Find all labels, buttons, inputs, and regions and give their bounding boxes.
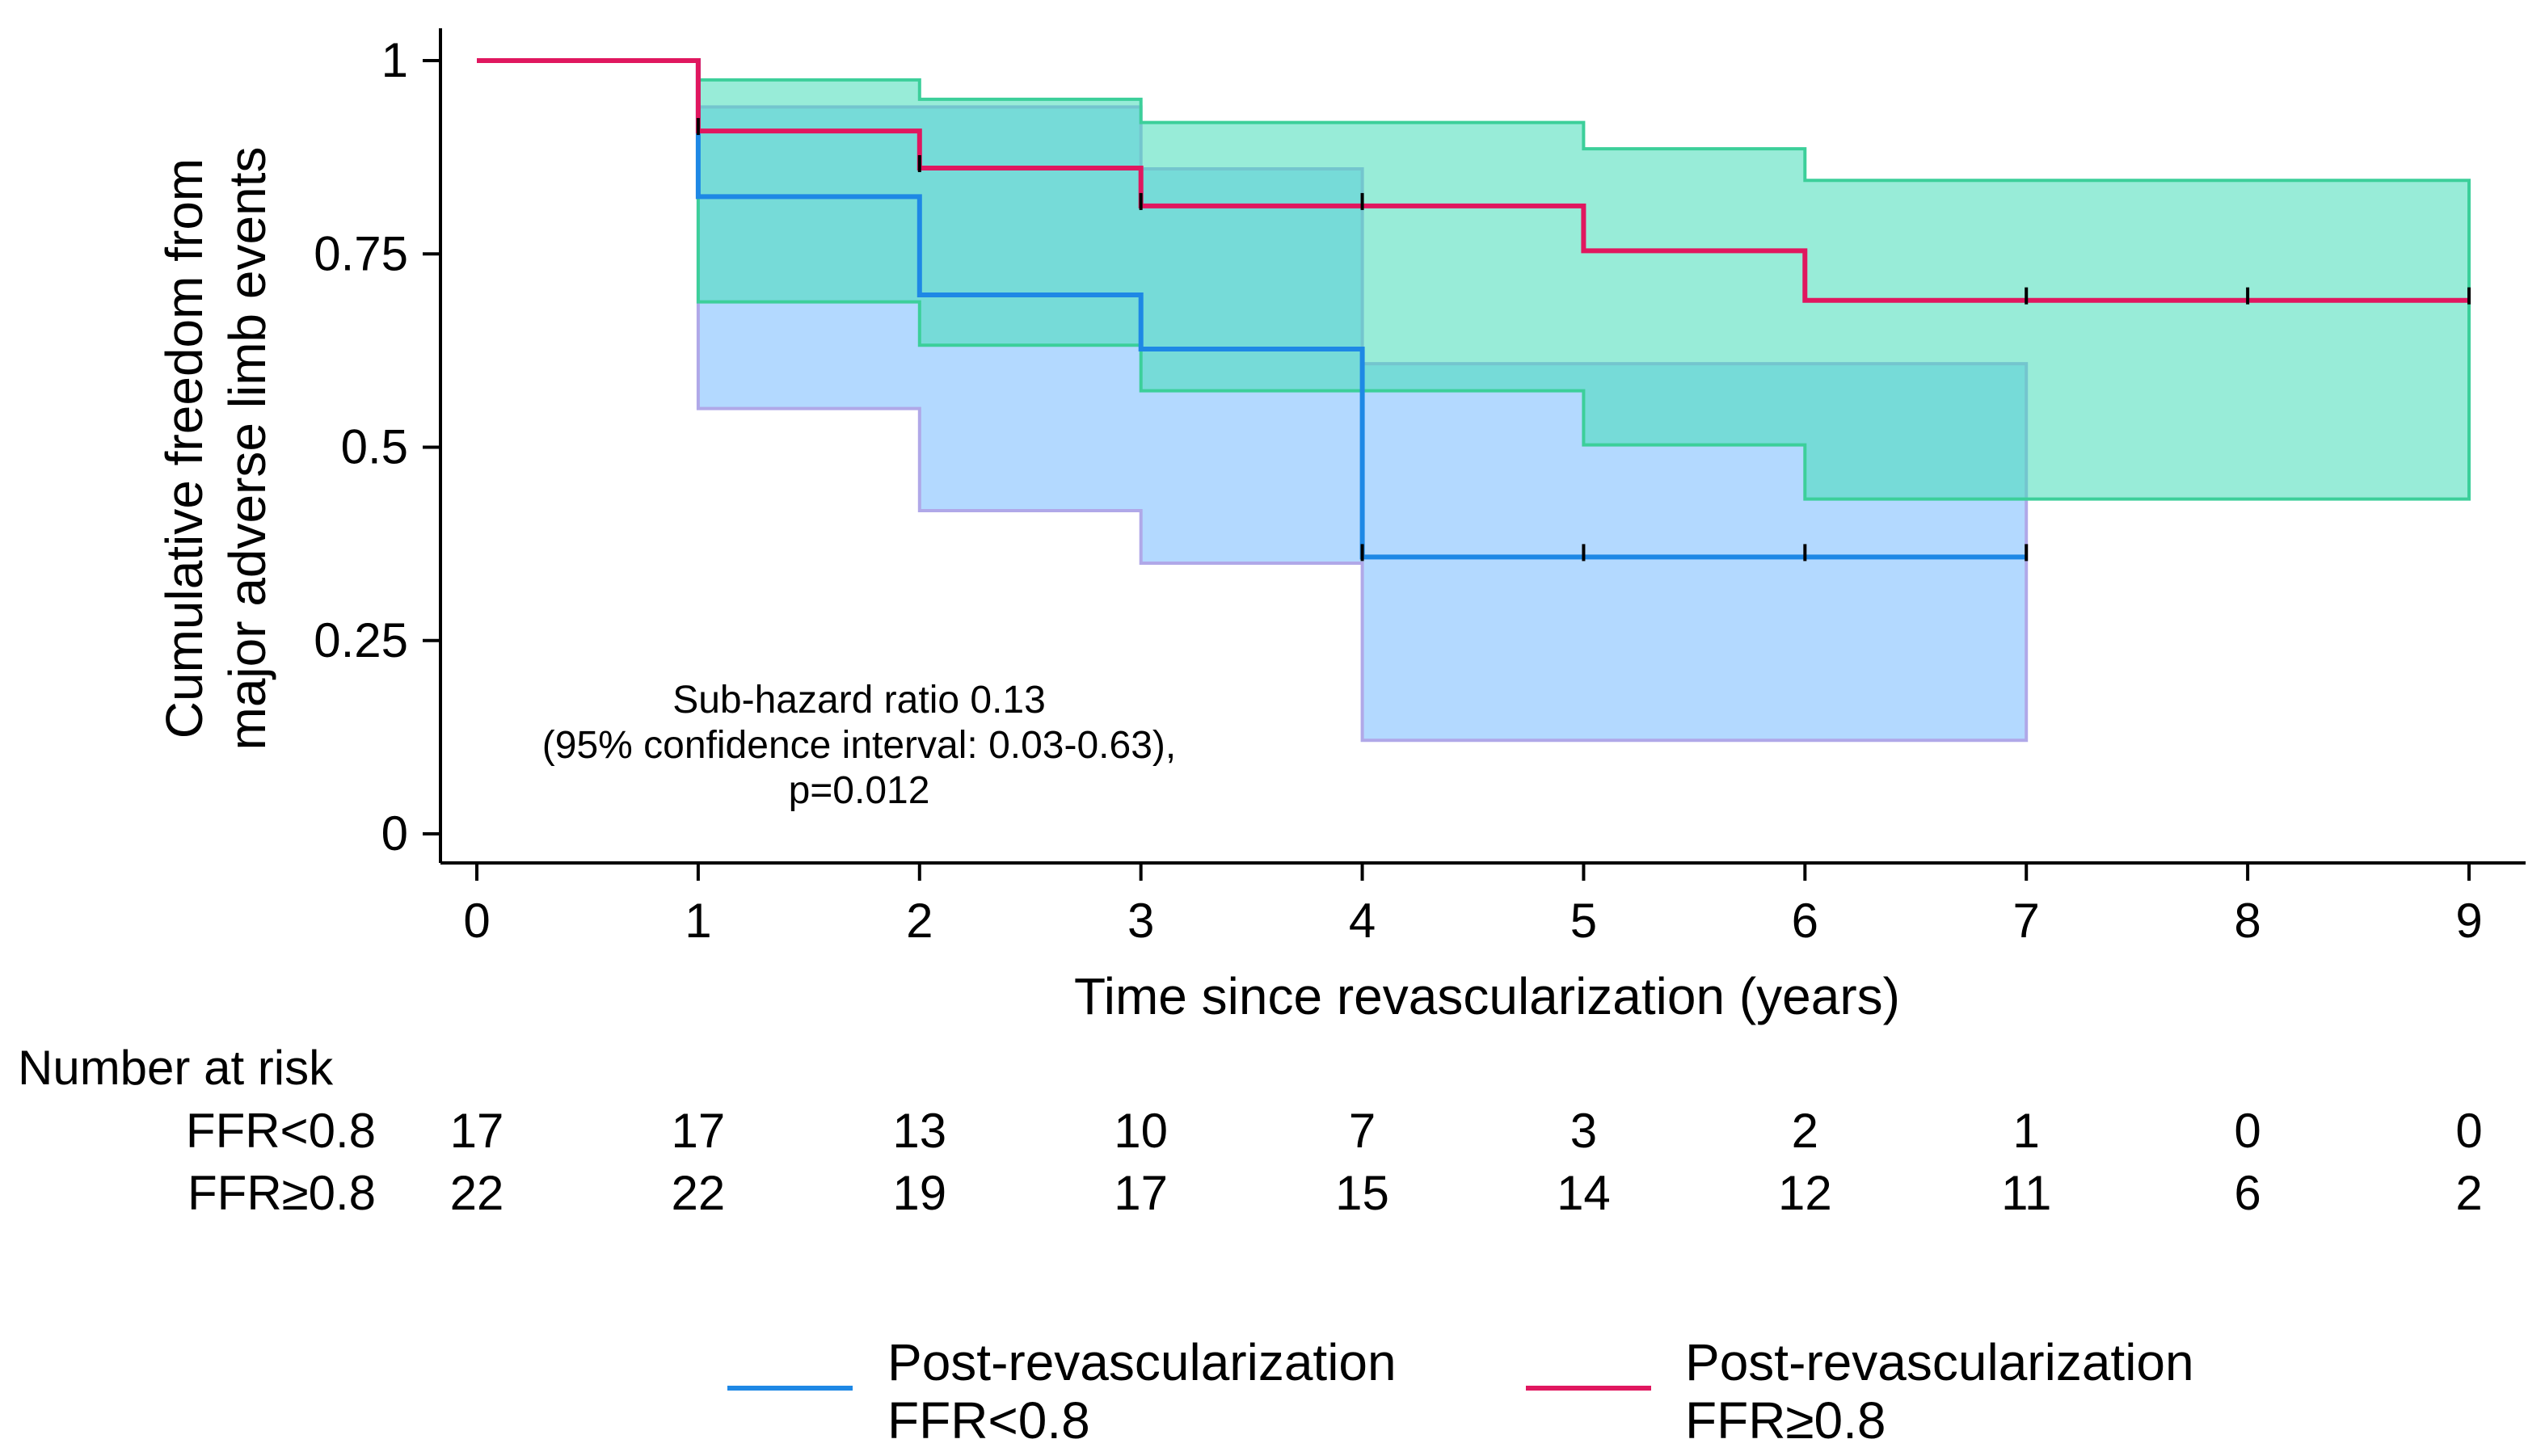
x-tick-label: 0 [463, 894, 490, 948]
risk-value: 17 [672, 1104, 726, 1158]
legend: Post-revascularization FFR<0.8Post-revasc… [727, 1333, 2194, 1450]
x-tick-label: 3 [1127, 894, 1154, 948]
risk-value: 22 [672, 1166, 726, 1220]
x-tick-label: 9 [2455, 894, 2482, 948]
y-axis-title-line: Cumulative freedom from [155, 158, 213, 739]
legend-label-line: FFR≥0.8 [1685, 1391, 1886, 1450]
risk-value: 17 [1114, 1166, 1168, 1220]
legend-label-line: FFR<0.8 [887, 1391, 1090, 1450]
risk-row-label: FFR≥0.8 [188, 1166, 376, 1220]
x-tick-label: 7 [2013, 894, 2040, 948]
risk-value: 7 [1349, 1104, 1376, 1158]
x-axis-title: Time since revascularization (years) [1074, 967, 1900, 1025]
risk-value: 0 [2234, 1104, 2261, 1158]
risk-value: 3 [1570, 1104, 1597, 1158]
risk-value: 2 [2455, 1166, 2482, 1220]
x-tick-label: 4 [1349, 894, 1376, 948]
risk-value: 1 [2013, 1104, 2040, 1158]
risk-value: 2 [1792, 1104, 1818, 1158]
y-tick-label: 0.75 [314, 226, 408, 280]
risk-value: 17 [450, 1104, 504, 1158]
risk-value: 10 [1114, 1104, 1168, 1158]
legend-label-high: Post-revascularization FFR≥0.8 [1685, 1333, 2194, 1450]
annotation-line: p=0.012 [789, 769, 930, 812]
legend-label-line: Post-revascularization [887, 1333, 1397, 1391]
y-axis-title: Cumulative freedom frommajor adverse lim… [155, 147, 276, 751]
risk-table-title: Number at risk [18, 1041, 334, 1095]
x-tick-label: 1 [685, 894, 711, 948]
x-tick-label: 6 [1792, 894, 1818, 948]
risk-value: 14 [1557, 1166, 1611, 1220]
y-tick-label: 0.5 [341, 420, 408, 474]
axes: 0 0.25 0.5 0.75 1 0 1 2 3 4 5 6 7 8 9 Time since revasc… [155, 28, 2526, 1025]
x-tick-label: 5 [1570, 894, 1597, 948]
legend-label-line: Post-revascularization [1685, 1333, 2194, 1391]
risk-value: 15 [1335, 1166, 1389, 1220]
x-tick-label: 8 [2234, 894, 2261, 948]
censor-marks [696, 118, 2471, 562]
y-tick-label: 0.25 [314, 613, 408, 667]
legend-label-low: Post-revascularization FFR<0.8 [887, 1333, 1397, 1450]
risk-value: 12 [1778, 1166, 1832, 1220]
y-tick-label: 0 [381, 806, 408, 861]
x-tick-label: 2 [906, 894, 933, 948]
risk-value: 0 [2455, 1104, 2482, 1158]
risk-value: 13 [892, 1104, 946, 1158]
y-tick-label: 1 [381, 33, 408, 87]
risk-row-label: FFR<0.8 [186, 1104, 376, 1158]
risk-value: 19 [892, 1166, 946, 1220]
annotation-line: (95% confidence interval: 0.03-0.63), [542, 724, 1176, 767]
risk-value: 22 [450, 1166, 504, 1220]
confidence-bands [696, 78, 2471, 743]
risk-value: 6 [2234, 1166, 2261, 1220]
annotation: Sub-hazard ratio 0.13 (95% confidence int… [542, 679, 1176, 812]
risk-value: 11 [2001, 1166, 2051, 1220]
annotation-line: Sub-hazard ratio 0.13 [672, 679, 1046, 722]
sub-hazard-annotation: Sub-hazard ratio 0.13 (95% confidence int… [542, 679, 1176, 812]
y-axis-title-line: major adverse limb events [218, 147, 276, 751]
